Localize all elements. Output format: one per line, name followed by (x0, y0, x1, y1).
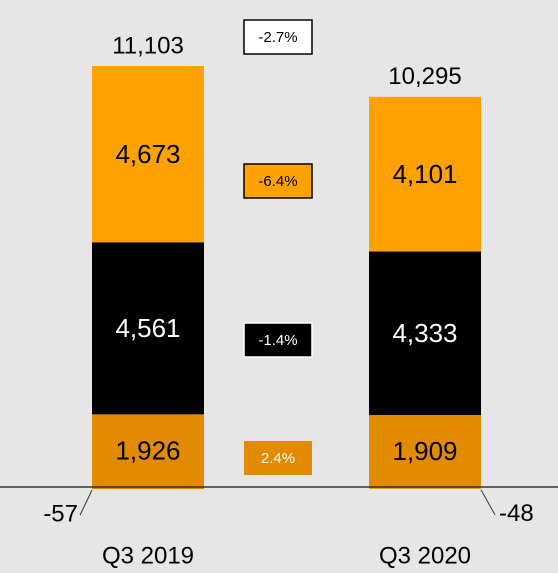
leader-line (79, 489, 93, 516)
bar-segment (92, 414, 204, 487)
value-label: 1,909 (392, 436, 457, 466)
bar-segment (92, 242, 204, 415)
bar-segment (92, 66, 204, 243)
change-box (243, 322, 313, 358)
value-label: -48 (499, 500, 534, 527)
change-box (243, 19, 313, 55)
bar-segment (369, 96, 481, 252)
change-label: -2.7% (258, 29, 297, 46)
bar-segment (369, 251, 481, 415)
bar-segment (92, 487, 204, 490)
bar-segment (369, 487, 481, 489)
change-label: 2.4% (261, 450, 295, 467)
change-box (243, 163, 313, 199)
change-label: -6.4% (258, 173, 297, 190)
change-box (244, 441, 312, 475)
value-label: 1,926 (115, 436, 180, 466)
total-label: 11,103 (112, 32, 184, 59)
total-label: 10,295 (388, 63, 461, 90)
value-label: 4,101 (392, 159, 457, 189)
category-label: Q3 2020 (379, 542, 471, 569)
value-label: -57 (43, 500, 78, 527)
value-label: 4,673 (115, 139, 180, 169)
value-label: 4,561 (115, 313, 180, 343)
value-label: 4,333 (392, 318, 457, 348)
category-label: Q3 2019 (102, 542, 194, 569)
change-label: -1.4% (258, 332, 297, 349)
leader-line (480, 489, 496, 516)
bar-segment (369, 414, 481, 487)
